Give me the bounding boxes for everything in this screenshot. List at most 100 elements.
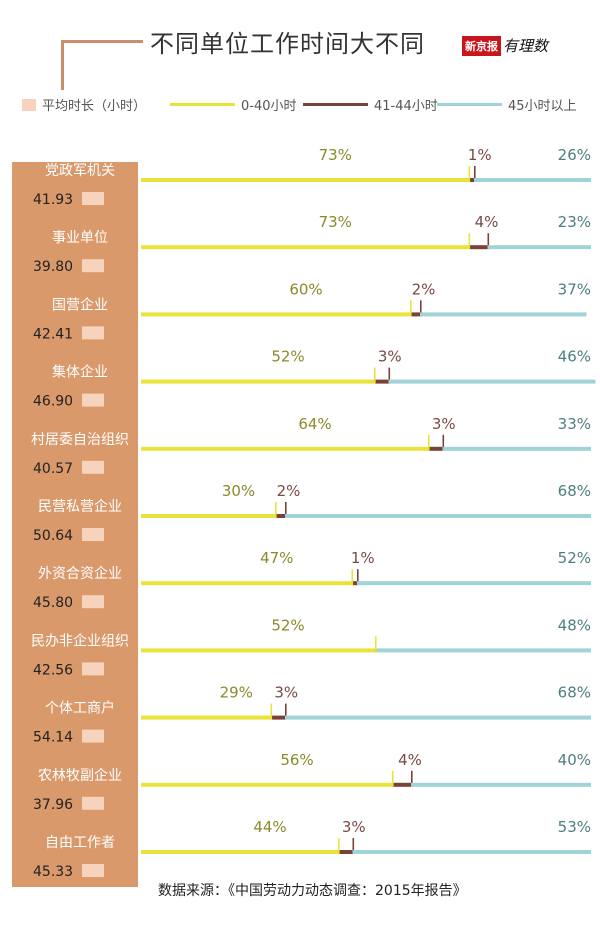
- data-label-0-40: 64%: [298, 415, 331, 433]
- bar-segment-0-40: [141, 178, 470, 182]
- legend-line-41-44: [303, 103, 368, 106]
- segment-divider-tick: [375, 636, 377, 653]
- data-label-0-40: 47%: [260, 549, 293, 567]
- average-hours-value: 41.93: [33, 192, 73, 208]
- data-label-45-plus: 40%: [558, 751, 591, 769]
- data-label-45-plus: 68%: [558, 482, 591, 500]
- bar-segment-0-40: [141, 715, 272, 720]
- legend-item-41-44: 41-44小时: [303, 95, 438, 114]
- bar-segment-0-40: [141, 648, 375, 653]
- legend-line-45-plus: [437, 103, 502, 106]
- data-label-45-plus: 26%: [558, 146, 591, 164]
- data-label-0-40: 44%: [253, 818, 286, 836]
- average-hours-value: 37.96: [33, 797, 73, 813]
- category-label: 自由工作者: [45, 835, 115, 851]
- data-label-41-44: 4%: [475, 213, 499, 231]
- data-label-0-40: 52%: [271, 348, 304, 366]
- segment-divider-tick: [388, 367, 391, 384]
- data-label-45-plus: 68%: [558, 684, 591, 702]
- bar-segment-41-44: [469, 178, 474, 182]
- data-label-41-44: 3%: [378, 348, 402, 366]
- category-sidebar: [12, 162, 138, 887]
- bar-segment-45-plus: [487, 245, 591, 250]
- segment-divider-tick: [357, 569, 359, 586]
- data-label-41-44: 3%: [274, 684, 298, 702]
- legend-label-average: 平均时长（小时）: [42, 99, 147, 114]
- average-hours-box: [82, 326, 104, 340]
- data-label-41-44: 1%: [351, 549, 375, 567]
- bar-segment-45-plus: [420, 312, 587, 317]
- category-label: 民办非企业组织: [31, 632, 129, 649]
- average-hours-box: [82, 864, 104, 877]
- data-label-45-plus: 53%: [558, 818, 591, 836]
- bar-segment-41-44: [393, 782, 411, 787]
- average-hours-box: [82, 259, 104, 273]
- category-label: 国营企业: [52, 296, 108, 313]
- data-label-0-40: 29%: [220, 684, 253, 702]
- average-hours-box: [82, 192, 104, 205]
- bar-segment-45-plus: [357, 581, 591, 586]
- data-label-45-plus: 52%: [558, 549, 591, 567]
- category-label: 事业单位: [52, 230, 108, 246]
- average-hours-value: 45.33: [33, 864, 73, 880]
- segment-divider-tick: [392, 770, 394, 787]
- bar-segment-0-40: [141, 446, 429, 451]
- bar-segment-0-40: [141, 312, 411, 317]
- chart-title: 不同单位工作时间大不同: [150, 30, 425, 58]
- data-label-0-40: 60%: [289, 280, 322, 298]
- bar-segment-45-plus: [411, 782, 591, 787]
- bar-segment-41-44: [411, 312, 420, 317]
- segment-divider-tick: [474, 166, 476, 182]
- data-label-41-44: 1%: [468, 146, 492, 164]
- segment-divider-tick: [411, 770, 413, 787]
- data-label-41-44: 3%: [432, 415, 456, 433]
- segment-divider-tick: [468, 166, 471, 182]
- bar-segment-45-plus: [285, 715, 591, 720]
- average-hours-box: [82, 393, 104, 407]
- category-label: 个体工商户: [45, 700, 115, 717]
- brand-name: 新京报: [462, 35, 501, 56]
- data-label-0-40: 73%: [319, 146, 352, 164]
- legend-label-41-44: 41-44小时: [374, 99, 438, 114]
- data-label-45-plus: 46%: [558, 348, 591, 366]
- data-label-41-44: 4%: [398, 751, 422, 769]
- data-label-0-40: 56%: [280, 751, 313, 769]
- data-source: 数据来源：《中国劳动力动态调查：2015年报告》: [158, 883, 467, 899]
- bar-segment-41-44: [276, 514, 285, 518]
- bar-segment-0-40: [141, 850, 339, 854]
- bar-segment-0-40: [141, 581, 353, 586]
- segment-divider-tick: [468, 233, 471, 250]
- bar-segment-41-44: [429, 446, 443, 451]
- segment-divider-tick: [285, 703, 287, 720]
- segment-divider-tick: [338, 838, 340, 854]
- average-hours-box: [82, 662, 104, 676]
- legend: 平均时长（小时） 0-40小时 41-44小时 45小时以上: [0, 95, 600, 115]
- data-label-41-44: 2%: [277, 482, 301, 500]
- data-label-45-plus: 37%: [558, 280, 591, 298]
- bar-segment-45-plus: [474, 178, 591, 182]
- category-label: 集体企业: [52, 364, 108, 381]
- segment-divider-tick: [351, 569, 354, 586]
- title-decoration-vertical: [61, 40, 64, 90]
- data-label-41-44: 2%: [412, 280, 436, 298]
- average-hours-box: [82, 796, 104, 810]
- average-hours-value: 42.41: [33, 326, 73, 342]
- legend-item-45-plus: 45小时以上: [437, 95, 577, 114]
- average-hours-box: [82, 528, 104, 541]
- segment-divider-tick: [428, 434, 430, 451]
- bar-segment-41-44: [469, 245, 488, 250]
- category-label: 农林牧副企业: [38, 767, 122, 784]
- bar-segment-45-plus: [388, 379, 596, 384]
- data-label-0-40: 52%: [271, 616, 304, 634]
- average-hours-value: 39.80: [33, 259, 73, 275]
- bar-segment-0-40: [141, 379, 375, 384]
- bar-segment-45-plus: [375, 648, 591, 653]
- data-label-0-40: 73%: [319, 213, 352, 231]
- data-label-45-plus: 33%: [558, 415, 591, 433]
- bar-segment-0-40: [141, 245, 470, 250]
- legend-item-0-40: 0-40小时: [170, 95, 297, 114]
- category-label: 村居委自治组织: [31, 432, 129, 448]
- category-label: 民营私营企业: [38, 498, 122, 515]
- category-label: 外资合资企业: [38, 565, 122, 582]
